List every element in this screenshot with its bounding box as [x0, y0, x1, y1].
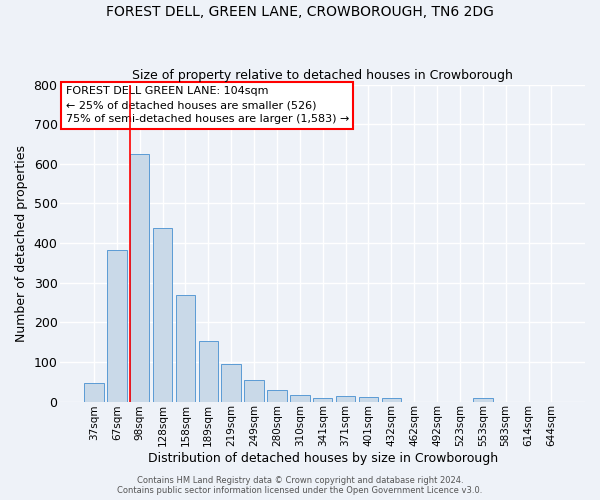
- Bar: [221, 364, 241, 402]
- Bar: [130, 154, 149, 402]
- Bar: [244, 380, 264, 402]
- Bar: [176, 296, 195, 402]
- Title: Size of property relative to detached houses in Crowborough: Size of property relative to detached ho…: [132, 69, 513, 82]
- Text: FOREST DELL GREEN LANE: 104sqm
← 25% of detached houses are smaller (526)
75% of: FOREST DELL GREEN LANE: 104sqm ← 25% of …: [65, 86, 349, 124]
- Bar: [313, 398, 332, 402]
- Bar: [473, 398, 493, 402]
- Bar: [84, 382, 104, 402]
- X-axis label: Distribution of detached houses by size in Crowborough: Distribution of detached houses by size …: [148, 452, 498, 465]
- Y-axis label: Number of detached properties: Number of detached properties: [15, 144, 28, 342]
- Bar: [359, 397, 378, 402]
- Text: FOREST DELL, GREEN LANE, CROWBOROUGH, TN6 2DG: FOREST DELL, GREEN LANE, CROWBOROUGH, TN…: [106, 5, 494, 19]
- Bar: [153, 228, 172, 402]
- Bar: [107, 250, 127, 402]
- Text: Contains HM Land Registry data © Crown copyright and database right 2024.
Contai: Contains HM Land Registry data © Crown c…: [118, 476, 482, 495]
- Bar: [382, 398, 401, 402]
- Bar: [290, 395, 310, 402]
- Bar: [336, 396, 355, 402]
- Bar: [199, 341, 218, 402]
- Bar: [267, 390, 287, 402]
